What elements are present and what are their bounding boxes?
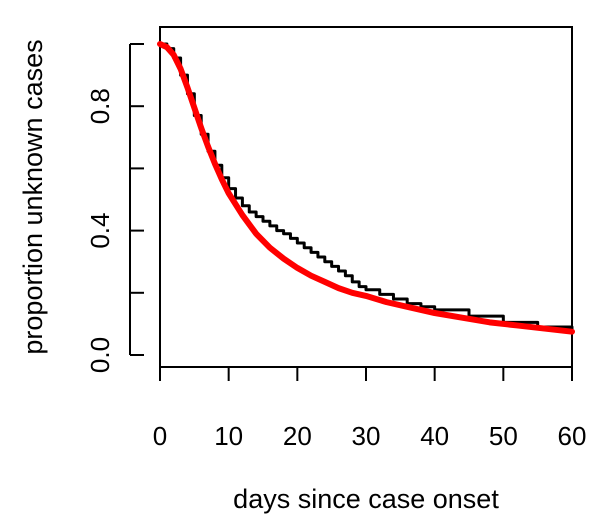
x-tick-label: 20 [283,421,312,451]
x-tick-label: 50 [489,421,518,451]
y-tick-label: 0.4 [85,213,115,249]
series-layer [157,41,575,335]
series-fitted-line [157,41,575,335]
x-axis-title: days since case onset [233,484,499,514]
series-step-line [158,42,574,332]
y-axis-title: proportion unknown cases [18,39,48,354]
plot-box [159,26,573,368]
x-tick-label: 10 [214,421,243,451]
x-tick-label: 30 [352,421,381,451]
x-tick-label: 0 [153,421,167,451]
x-axis: 0 10 20 30 40 50 60 [153,366,587,451]
x-tick-label: 40 [420,421,449,451]
y-tick-label: 0.8 [85,88,115,124]
y-axis: 0.0 0.4 0.8 [85,43,144,373]
y-tick-label: 0.0 [85,337,115,373]
x-tick-label: 60 [558,421,587,451]
